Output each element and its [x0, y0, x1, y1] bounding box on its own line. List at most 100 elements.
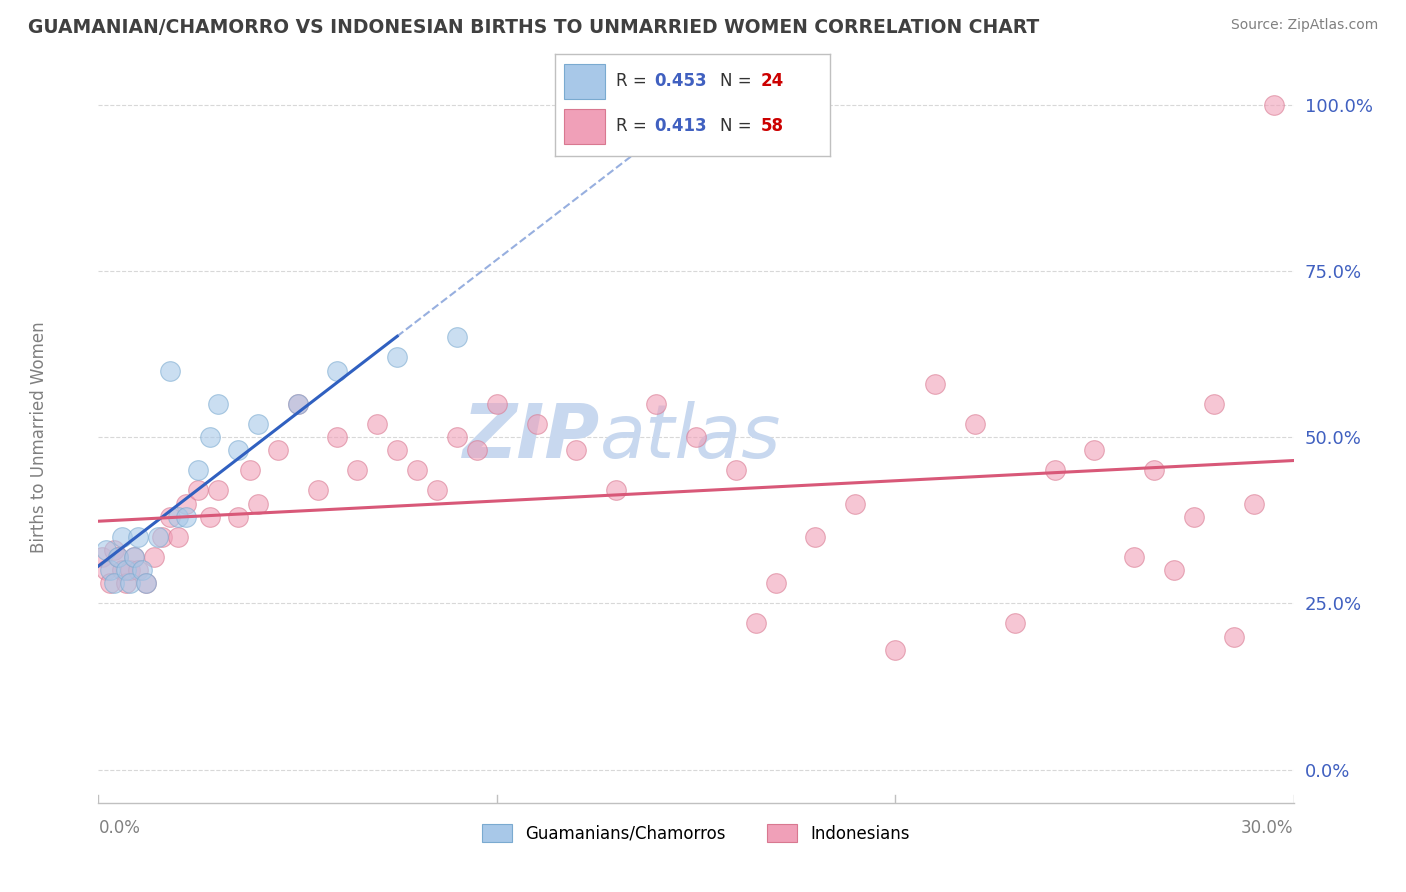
- Point: [98, 576, 122, 591]
- Point: [804, 530, 827, 544]
- Point: [465, 443, 488, 458]
- Point: [174, 509, 197, 524]
- Point: [111, 530, 134, 544]
- Text: Source: ZipAtlas.com: Source: ZipAtlas.com: [1230, 18, 1378, 32]
- Point: [198, 430, 221, 444]
- Point: [127, 563, 149, 577]
- Point: [385, 351, 409, 365]
- Point: [226, 509, 249, 524]
- Text: 0.413: 0.413: [654, 118, 707, 136]
- Point: [1123, 549, 1146, 564]
- Point: [207, 397, 229, 411]
- Point: [159, 509, 181, 524]
- Point: [111, 563, 134, 577]
- Point: [1223, 630, 1246, 644]
- Point: [745, 616, 768, 631]
- Point: [174, 497, 197, 511]
- Point: [366, 417, 388, 431]
- Point: [103, 543, 125, 558]
- Bar: [564, 64, 605, 99]
- Point: [346, 463, 368, 477]
- Point: [135, 576, 157, 591]
- Point: [924, 376, 946, 391]
- Point: [98, 563, 122, 577]
- Point: [884, 643, 907, 657]
- Point: [207, 483, 229, 498]
- Text: 30.0%: 30.0%: [1241, 820, 1294, 838]
- Point: [120, 563, 142, 577]
- Point: [187, 463, 209, 477]
- Point: [115, 576, 138, 591]
- Point: [287, 397, 309, 411]
- Point: [605, 483, 627, 498]
- Point: [91, 549, 114, 564]
- Point: [167, 530, 190, 544]
- Point: [1163, 563, 1185, 577]
- Point: [127, 530, 149, 544]
- Point: [685, 430, 707, 444]
- Point: [124, 549, 146, 564]
- Text: ZIP: ZIP: [463, 401, 600, 474]
- Point: [446, 430, 468, 444]
- Point: [385, 443, 409, 458]
- Text: N =: N =: [720, 118, 756, 136]
- Point: [287, 397, 309, 411]
- Text: R =: R =: [616, 118, 652, 136]
- Point: [485, 397, 508, 411]
- Point: [963, 417, 986, 431]
- Legend: Guamanians/Chamorros, Indonesians: Guamanians/Chamorros, Indonesians: [475, 818, 917, 849]
- Point: [135, 576, 157, 591]
- Point: [107, 549, 129, 564]
- Point: [1243, 497, 1265, 511]
- Point: [96, 543, 118, 558]
- Point: [103, 576, 125, 591]
- Point: [565, 443, 588, 458]
- Point: [1182, 509, 1205, 524]
- Point: [267, 443, 290, 458]
- Point: [167, 509, 190, 524]
- Point: [326, 363, 349, 377]
- Point: [1143, 463, 1166, 477]
- Point: [159, 363, 181, 377]
- Point: [187, 483, 209, 498]
- Point: [124, 549, 146, 564]
- Point: [107, 549, 129, 564]
- Point: [645, 397, 668, 411]
- Point: [226, 443, 249, 458]
- Point: [148, 530, 170, 544]
- Point: [115, 563, 138, 577]
- Point: [446, 330, 468, 344]
- Point: [307, 483, 329, 498]
- Point: [198, 509, 221, 524]
- Point: [246, 417, 269, 431]
- Text: Births to Unmarried Women: Births to Unmarried Women: [30, 321, 48, 553]
- Point: [131, 563, 153, 577]
- Text: GUAMANIAN/CHAMORRO VS INDONESIAN BIRTHS TO UNMARRIED WOMEN CORRELATION CHART: GUAMANIAN/CHAMORRO VS INDONESIAN BIRTHS …: [28, 18, 1039, 37]
- Point: [239, 463, 262, 477]
- Text: atlas: atlas: [600, 401, 782, 473]
- Point: [150, 530, 173, 544]
- Point: [526, 417, 548, 431]
- Text: R =: R =: [616, 72, 652, 90]
- Point: [406, 463, 429, 477]
- Text: 58: 58: [761, 118, 785, 136]
- Point: [326, 430, 349, 444]
- Point: [1263, 97, 1285, 112]
- Point: [1083, 443, 1105, 458]
- Bar: [564, 109, 605, 144]
- Point: [426, 483, 449, 498]
- Point: [844, 497, 866, 511]
- Point: [96, 563, 118, 577]
- Point: [143, 549, 166, 564]
- Point: [765, 576, 787, 591]
- Text: 0.0%: 0.0%: [98, 820, 141, 838]
- Point: [246, 497, 269, 511]
- Point: [1004, 616, 1026, 631]
- Point: [1202, 397, 1225, 411]
- Point: [724, 463, 747, 477]
- Text: 0.453: 0.453: [654, 72, 707, 90]
- Text: N =: N =: [720, 72, 756, 90]
- Point: [1043, 463, 1066, 477]
- Text: 24: 24: [761, 72, 785, 90]
- Point: [120, 576, 142, 591]
